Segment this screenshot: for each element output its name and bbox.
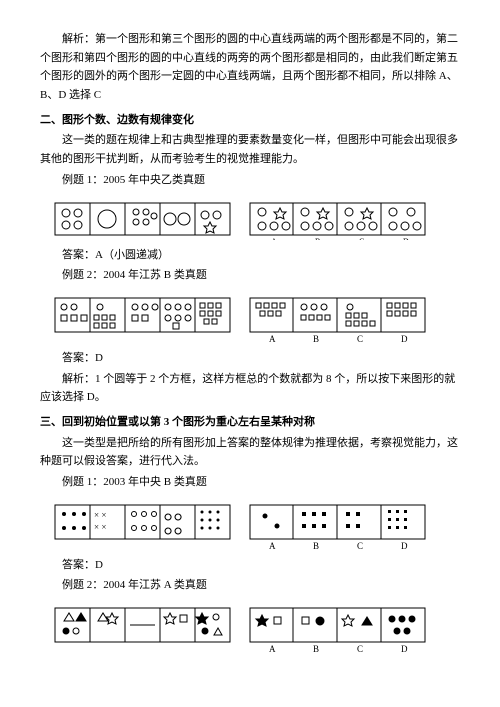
figure-1: A B C D [40, 198, 460, 240]
section3-intro: 这一类型是把所给的所有图形加上答案的整体规律为推理依据，考察视觉能力，这种题可以… [40, 434, 460, 471]
section2-title: 二、图形个数、边数有规律变化 [40, 111, 460, 130]
svg-text:D: D [401, 334, 408, 343]
page-content: 解析：第一个图形和第三个图形的圆的中心直线两端的两个图形都是不同的，第二个图形和… [0, 0, 500, 687]
svg-text:× ×: × × [94, 522, 106, 532]
figure-4: A B C D [40, 603, 460, 653]
figure-3: × × × × [40, 500, 460, 550]
svg-text:B: B [315, 237, 320, 240]
analysis-2: 解析：1 个圆等于 2 个方框，这样方框总的个数就都为 8 个，所以按下来图形的… [40, 370, 460, 407]
figure-2: A B C D [40, 293, 460, 343]
svg-text:B: B [313, 644, 319, 653]
example3-label: 例题 1：2003 年中央 B 类真题 [40, 473, 460, 492]
svg-text:C: C [357, 334, 363, 343]
example2-label: 例题 2：2004 年江苏 B 类真题 [40, 266, 460, 285]
svg-text:A: A [269, 541, 276, 550]
analysis-1: 解析：第一个图形和第三个图形的圆的中心直线两端的两个图形都是不同的，第二个图形和… [40, 30, 460, 105]
svg-text:D: D [401, 644, 408, 653]
svg-text:D: D [403, 237, 409, 240]
svg-text:B: B [313, 541, 319, 550]
answer-block-2: 答案：D 解析：1 个圆等于 2 个方框，这样方框总的个数就都为 8 个，所以按… [40, 349, 460, 407]
answer-3: 答案：D [40, 556, 460, 575]
svg-text:× ×: × × [94, 510, 106, 520]
svg-text:B: B [313, 334, 319, 343]
answer-1: 答案：A（小圆递减） [40, 246, 460, 265]
svg-text:C: C [357, 541, 363, 550]
svg-text:A: A [269, 644, 276, 653]
svg-text:C: C [357, 644, 363, 653]
example4-label: 例题 2：2004 年江苏 A 类真题 [40, 576, 460, 595]
answer-2: 答案：D [40, 349, 460, 368]
svg-text:D: D [401, 541, 408, 550]
svg-text:C: C [359, 237, 364, 240]
section2-intro: 这一类的题在规律上和古典型推理的要素数量变化一样，但图形中可能会出现很多其他的图… [40, 131, 460, 168]
answer-block-3: 答案：D 例题 2：2004 年江苏 A 类真题 [40, 556, 460, 595]
svg-text:A: A [271, 237, 277, 240]
example1-label: 例题 1：2005 年中央乙类真题 [40, 171, 460, 190]
answer-block-1: 答案：A（小圆递减） 例题 2：2004 年江苏 B 类真题 [40, 246, 460, 285]
svg-text:A: A [269, 334, 276, 343]
section3-title: 三、回到初始位置或以第 3 个图形为重心左右呈某种对称 [40, 413, 460, 432]
